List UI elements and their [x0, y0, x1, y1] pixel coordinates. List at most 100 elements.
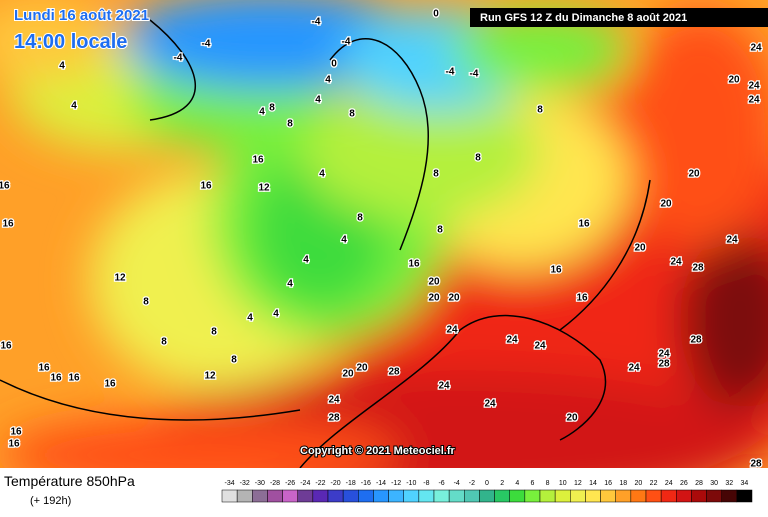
colorbar-label: 22: [650, 480, 658, 487]
isotherm-label: 12: [114, 273, 126, 284]
color-swatch: [509, 489, 526, 503]
colorbar-label: -10: [406, 480, 416, 487]
colorbar-label: 14: [589, 480, 597, 487]
isotherm-label: -4: [342, 37, 351, 48]
isotherm-label: 24: [726, 235, 738, 246]
colorbar-label: -32: [240, 480, 250, 487]
color-swatch: [691, 489, 707, 503]
color-swatch: [630, 489, 647, 503]
colorbar-label: 18: [619, 480, 627, 487]
isotherm-label: 24: [748, 95, 760, 106]
isotherm-label: 16: [0, 341, 12, 352]
isotherm-label: -4: [446, 67, 455, 78]
color-swatch: [221, 489, 238, 503]
isotherm-label: 20: [428, 293, 440, 304]
local-time: 14:00 locale: [14, 31, 127, 53]
isotherm-label: -4: [174, 53, 183, 64]
isotherm-label: 20: [566, 413, 578, 424]
isotherm-label: 8: [433, 169, 439, 180]
contour: [149, 19, 651, 331]
isotherm-label: 16: [576, 293, 588, 304]
isotherm-label: 16: [68, 373, 80, 384]
isotherm-label: 16: [578, 219, 590, 230]
color-swatch: [736, 489, 753, 503]
isotherm-label: 8: [161, 337, 167, 348]
colorbar-label: -16: [361, 480, 371, 487]
color-swatch: [282, 489, 298, 503]
colorbar-label: 2: [500, 480, 504, 487]
color-swatch: [570, 489, 586, 503]
isotherm-label: 8: [357, 213, 363, 224]
color-swatch: [600, 489, 616, 503]
isotherm-label: 16: [408, 259, 420, 270]
colorbar-label: 0: [485, 480, 489, 487]
colorbar-label: 32: [725, 480, 733, 487]
isotherm-label: 8: [231, 355, 237, 366]
isotherm-label: 16: [2, 219, 14, 230]
isotherm-label: 0: [433, 9, 439, 20]
isotherm-label: 28: [328, 413, 340, 424]
coastline: [0, 314, 607, 468]
colorbar-label: 8: [546, 480, 550, 487]
colorbar-label: -14: [376, 480, 386, 487]
isotherm-label: -4: [202, 39, 211, 50]
color-swatch: [494, 489, 510, 503]
isotherm-label: -4: [470, 69, 479, 80]
isotherm-label: 16: [50, 373, 62, 384]
isotherm-label: 4: [259, 107, 265, 118]
isotherm-label: 24: [506, 335, 518, 346]
isotherm-label: 24: [484, 399, 496, 410]
isotherm-label: 28: [388, 367, 400, 378]
isotherm-label: 8: [437, 225, 443, 236]
footer-title: Température 850hPa: [4, 473, 135, 489]
isotherm-label: 16: [8, 439, 20, 450]
color-swatch: [554, 489, 571, 503]
isotherm-label: 4: [325, 75, 331, 86]
isotherm-label: 20: [428, 277, 440, 288]
isotherm-label: 8: [143, 297, 149, 308]
colorbar-label: -8: [423, 480, 429, 487]
colorbar-label: 34: [741, 480, 749, 487]
isotherm-label: 4: [273, 309, 279, 320]
colorbar-label: 20: [635, 480, 643, 487]
isotherm-label: 24: [446, 325, 458, 336]
colorbar-label: 6: [530, 480, 534, 487]
isotherm-label: 16: [200, 181, 212, 192]
color-swatch: [358, 489, 374, 503]
isotherm-label: 8: [287, 119, 293, 130]
isotherm-label: 24: [670, 257, 682, 268]
color-swatch: [297, 489, 314, 503]
color-swatch: [433, 489, 450, 503]
color-swatch: [645, 489, 662, 503]
color-swatch: [418, 489, 435, 503]
isotherm-label: 12: [258, 183, 270, 194]
isotherm-label: 20: [634, 243, 646, 254]
color-swatch: [327, 489, 344, 503]
isotherm-label: 4: [287, 279, 293, 290]
colorbar-label: -30: [255, 480, 265, 487]
colorbar-label: -6: [438, 480, 444, 487]
isotherm-label: 4: [247, 313, 253, 324]
isotherm-label: 16: [0, 181, 10, 192]
colorbar-label: 4: [515, 480, 519, 487]
color-swatch: [252, 489, 268, 503]
isotherm-label: 8: [269, 103, 275, 114]
date: Lundi 16 août 2021: [14, 7, 149, 24]
color-swatch: [615, 489, 632, 503]
color-swatch: [464, 489, 480, 503]
isotherm-label: 24: [748, 81, 760, 92]
color-swatch: [267, 489, 283, 503]
isotherm-label: 16: [38, 363, 50, 374]
isotherm-label: 4: [315, 95, 321, 106]
colorbar-label: 10: [559, 480, 567, 487]
isotherm-label: 28: [692, 263, 704, 274]
color-swatch: [721, 489, 738, 503]
colorbar-label: 26: [680, 480, 688, 487]
run-box: [470, 8, 768, 27]
isotherm-label: 20: [356, 363, 368, 374]
isotherm-label: 16: [104, 379, 116, 390]
color-swatch: [236, 489, 253, 503]
isotherm-label: 28: [690, 335, 702, 346]
isotherm-label: -4: [312, 17, 321, 28]
